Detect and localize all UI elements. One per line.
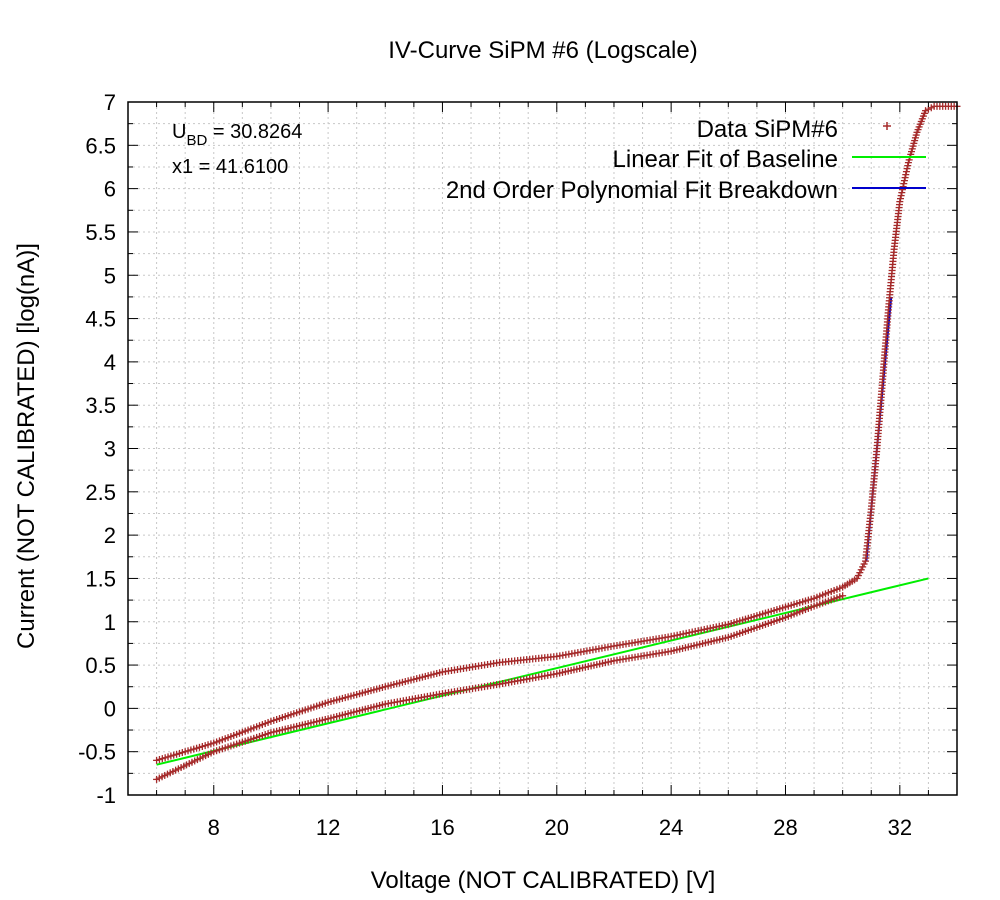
y-tick-label: 5 xyxy=(104,263,116,288)
legend: Data SiPM#6 Linear Fit of Baseline 2nd O… xyxy=(446,116,926,204)
y-tick-label: 0.5 xyxy=(85,653,116,678)
y-tick-label: 4.5 xyxy=(85,307,116,332)
data-point xyxy=(898,189,906,197)
chart-title: IV-Curve SiPM #6 (Logscale) xyxy=(388,37,697,64)
y-tick-label: 3.5 xyxy=(85,393,116,418)
x-tick-label: 24 xyxy=(659,815,683,840)
ubd-annotation: UBD = 30.8264 xyxy=(172,121,302,149)
data-point xyxy=(839,592,847,600)
ubd-annotation-subscript: BD xyxy=(186,132,207,149)
ubd-annotation-value: = 30.8264 xyxy=(207,121,302,143)
data-point xyxy=(896,195,904,203)
data-point xyxy=(896,198,904,206)
data-point xyxy=(902,171,910,179)
x-tick-label: 20 xyxy=(545,815,569,840)
x-axis-label: Voltage (NOT CALIBRATED) [V] xyxy=(371,867,716,894)
y-tick-label: 2.5 xyxy=(85,480,116,505)
y-tick-label: -1 xyxy=(96,783,116,808)
legend-label-linear-fit: Linear Fit of Baseline xyxy=(613,146,838,173)
y-tick-label: -0.5 xyxy=(78,740,116,765)
annotations: UBD = 30.8264 x1 = 41.6100 xyxy=(172,121,302,178)
fit-lines xyxy=(156,296,929,766)
axis-ticks xyxy=(127,101,958,796)
x-tick-label: 32 xyxy=(888,815,912,840)
x-tick-label: 28 xyxy=(773,815,797,840)
y-axis-label: Current (NOT CALIBRATED) [log(nA)] xyxy=(13,243,40,649)
plot-frame xyxy=(127,101,958,796)
legend-label-polynomial-fit: 2nd Order Polynomial Fit Breakdown xyxy=(446,177,838,204)
data-point xyxy=(901,174,909,182)
x-tick-label: 12 xyxy=(316,815,340,840)
x-tick-label: 8 xyxy=(208,815,220,840)
y-tick-label: 1.5 xyxy=(85,566,116,591)
y-tick-label: 3 xyxy=(104,437,116,462)
legend-marker-data xyxy=(883,122,891,130)
data-point xyxy=(900,177,908,185)
data-point xyxy=(897,192,905,200)
x-tick-label: 16 xyxy=(430,815,454,840)
y-tick-label: 1 xyxy=(104,610,116,635)
tick-labels: 8 12 16 20 24 28 32 -1 -0.5 0 0.5 1 1.5 2 2.5 3 3.5 4 4.5 5… xyxy=(78,90,912,840)
y-tick-label: 0 xyxy=(104,696,116,721)
x1-annotation: x1 = 41.6100 xyxy=(172,156,288,178)
y-tick-label: 7 xyxy=(104,90,116,115)
y-tick-label: 6 xyxy=(104,177,116,202)
ubd-annotation-main: U xyxy=(172,121,186,143)
grid-lines xyxy=(127,101,958,796)
y-tick-label: 5.5 xyxy=(85,220,116,245)
data-points xyxy=(153,102,961,783)
y-tick-label: 4 xyxy=(104,350,116,375)
data-point xyxy=(904,162,912,170)
data-point xyxy=(902,168,910,176)
data-point xyxy=(900,180,908,188)
data-point xyxy=(903,165,911,173)
y-tick-label: 2 xyxy=(104,523,116,548)
legend-label-data: Data SiPM#6 xyxy=(697,116,838,143)
y-tick-label: 6.5 xyxy=(85,133,116,158)
